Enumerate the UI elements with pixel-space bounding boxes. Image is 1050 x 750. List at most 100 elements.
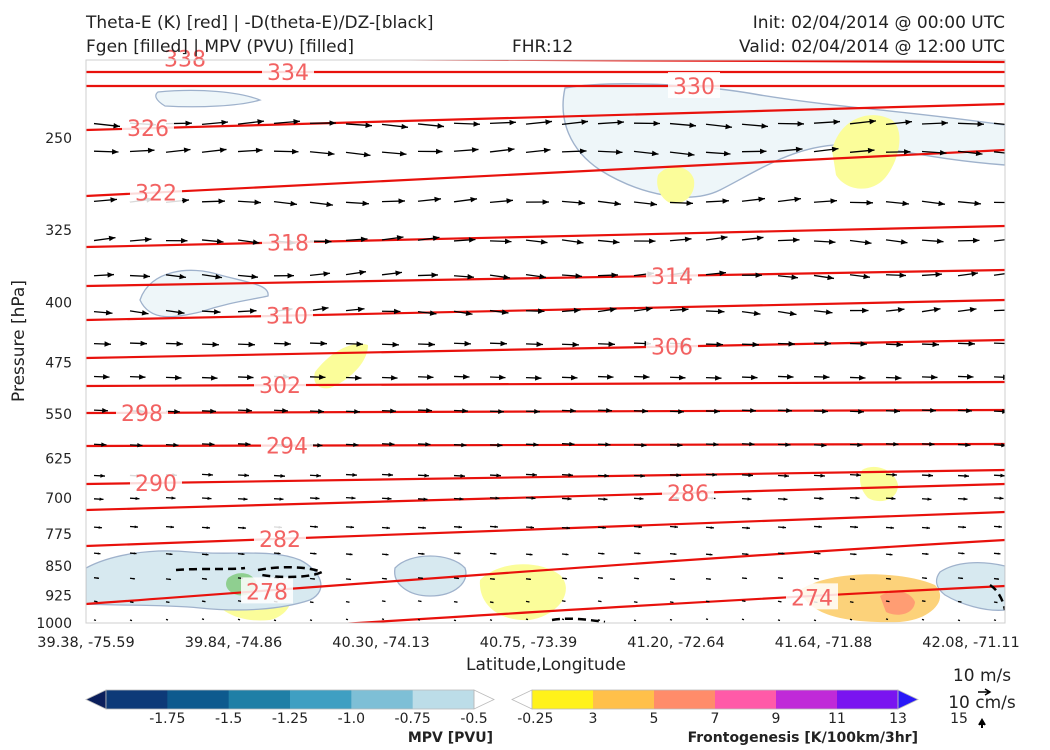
wind-vector-head xyxy=(779,619,780,621)
wind-vector-head xyxy=(862,307,869,314)
wind-vector-head xyxy=(924,577,927,580)
theta-e-label-bg xyxy=(786,583,838,610)
colorbar-segment xyxy=(776,690,838,709)
wind-vector-head xyxy=(399,150,407,157)
colorbar-tick-label: 9 xyxy=(772,711,781,727)
colorbar-tick-label: -1.5 xyxy=(215,711,242,727)
wind-vector-head xyxy=(213,309,221,315)
wind-vector-head xyxy=(815,620,816,621)
wind-vector-head xyxy=(293,119,300,125)
wind-vector-head xyxy=(177,309,185,315)
theta-e-contour xyxy=(86,482,1005,512)
wind-vector-head xyxy=(316,473,321,478)
theta-e-contour-label: 282 xyxy=(259,528,301,553)
wind-vector-head xyxy=(210,375,218,381)
wind-vector-head xyxy=(714,408,720,414)
colorbar-segment xyxy=(654,690,716,709)
wind-vector-head xyxy=(384,577,387,580)
colorbar-segment xyxy=(593,690,655,709)
wind-vector-head xyxy=(111,149,119,155)
wind-vector-head xyxy=(599,619,600,621)
wind-vector-head xyxy=(786,408,792,414)
wind-vector-head xyxy=(420,577,423,579)
wind-vector-head xyxy=(905,119,912,126)
wind-vector-head xyxy=(599,600,602,602)
wind-vector-head xyxy=(356,341,363,347)
wind-vector-head xyxy=(422,526,426,530)
wind-vector-head xyxy=(831,146,839,153)
wind-vector-head xyxy=(858,409,864,415)
wind-vector-head xyxy=(388,472,393,477)
wind-vector-head xyxy=(900,239,908,245)
header-init: Init: 02/04/2014 @ 00:00 UTC xyxy=(752,13,1005,33)
neg-stability-contour xyxy=(257,565,326,579)
wind-vector-head xyxy=(904,149,911,155)
colorbar-segment xyxy=(715,690,777,709)
theta-e-contour-label: 314 xyxy=(651,265,693,290)
wind-vector-head xyxy=(144,236,152,243)
wind-vector-head xyxy=(853,553,857,556)
wind-vector-head xyxy=(717,308,725,315)
wind-vector-head xyxy=(282,408,288,414)
wind-vector-head xyxy=(930,374,938,380)
colorbar-tick-label: -1.25 xyxy=(272,711,308,727)
wind-vector-head xyxy=(221,119,228,126)
wind-vector-head xyxy=(501,309,509,315)
wind-vector-head xyxy=(493,552,497,555)
wind-vector-head xyxy=(783,497,788,501)
theta-e-contour xyxy=(86,338,1005,360)
wind-vector-head xyxy=(959,620,960,621)
wind-vector-head xyxy=(606,407,612,413)
wind-vector-head xyxy=(255,147,263,154)
wind-vector-head xyxy=(779,600,782,603)
wind-vector-head xyxy=(716,341,723,348)
wind-vector-head xyxy=(902,200,909,207)
wind-vector-head xyxy=(1012,151,1019,156)
wind-vector-head xyxy=(890,526,894,530)
theta-e-label-bg xyxy=(646,332,698,359)
wind-vector-head xyxy=(707,600,710,603)
theta-e-label-bg xyxy=(241,577,293,604)
wind-vector-head xyxy=(1011,200,1017,205)
wind-vector-head xyxy=(426,374,434,380)
fgen-fill-upper-right xyxy=(832,115,900,189)
wind-vector-head xyxy=(390,375,398,381)
wind-vector-head xyxy=(108,235,116,242)
wind-vector-head xyxy=(935,271,942,278)
y-tick-label: 1000 xyxy=(36,616,72,632)
wind-vector-head xyxy=(349,553,353,556)
wind-vector-head xyxy=(347,601,350,603)
wind-vector-head xyxy=(977,121,984,127)
wind-vector-head xyxy=(653,120,660,127)
wind-vector-head xyxy=(755,272,762,278)
wind-vector-head xyxy=(938,200,945,207)
wind-vector-head xyxy=(495,496,500,500)
wind-vector-head xyxy=(928,473,933,478)
wind-vector-head xyxy=(101,442,107,447)
theta-e-contour-label: 318 xyxy=(267,231,309,256)
wind-vector-head xyxy=(744,577,747,580)
wind-vector-head xyxy=(460,474,465,478)
wind-vector-head xyxy=(781,552,785,555)
wind-vector-head xyxy=(828,239,836,245)
wind-vector-head xyxy=(1002,374,1005,380)
theta-e-label-bg xyxy=(262,228,314,255)
wind-vector-head xyxy=(651,150,659,157)
wind-vector-head xyxy=(833,119,840,125)
y-tick-label: 550 xyxy=(45,407,72,423)
wind-vector-head xyxy=(533,442,539,447)
wind-vector-head xyxy=(996,578,999,580)
colorbar-tick-label: 7 xyxy=(711,711,720,727)
colorbar-segment xyxy=(412,690,475,709)
wind-vector xyxy=(993,151,1005,154)
wind-vector-head xyxy=(212,341,219,348)
wind-vector-head xyxy=(672,578,675,581)
wind-vector-head xyxy=(749,441,755,447)
wind-vector-head xyxy=(131,620,132,621)
wind-vector-head xyxy=(650,201,657,207)
wind-vector-head xyxy=(95,619,96,621)
wind-vector-head xyxy=(566,526,570,530)
wind-vector-head xyxy=(314,525,318,529)
theta-e-contour-label: 334 xyxy=(267,61,309,86)
wind-vector xyxy=(993,342,1005,345)
